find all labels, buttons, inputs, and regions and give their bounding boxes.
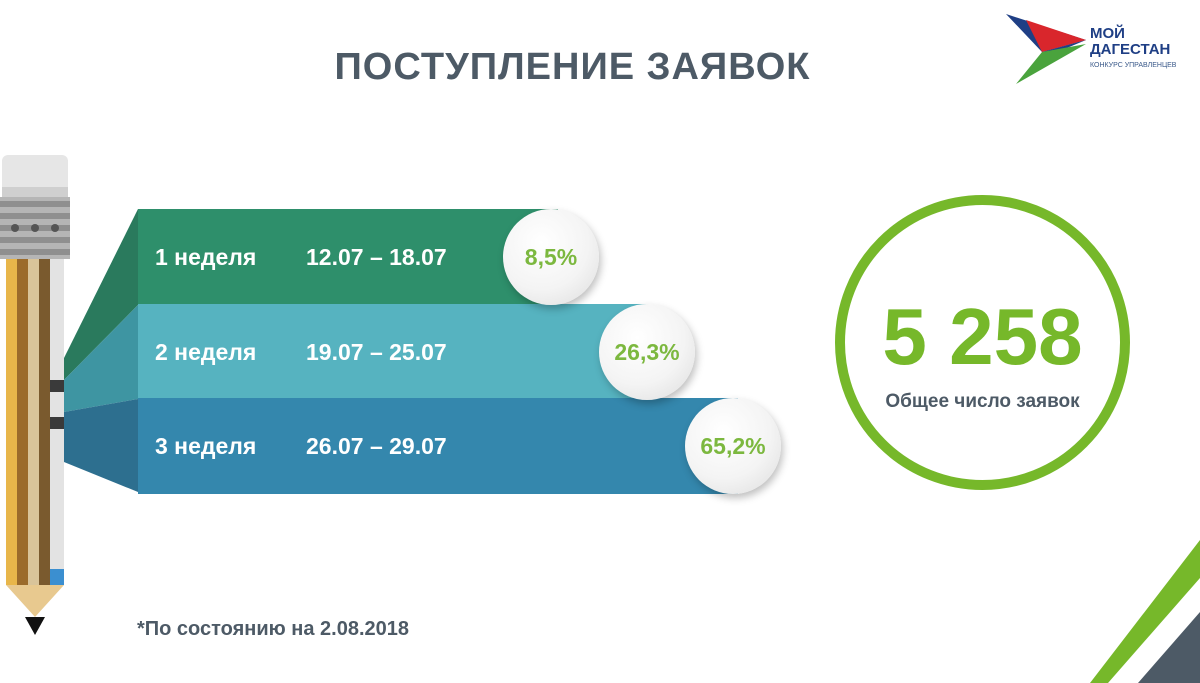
total-applications-ring: 5 258 Общее число заявок	[835, 195, 1130, 490]
share-badge-week-2: 26,3%	[599, 304, 695, 400]
pencil-icon	[0, 155, 70, 635]
week-dates: 19.07 – 25.07	[306, 339, 447, 365]
week-band-2: 2 неделя 19.07 – 25.07	[138, 304, 648, 400]
week-label: 2 неделя	[155, 339, 257, 365]
page-title: ПОСТУПЛЕНИЕ ЗАЯВОК	[334, 46, 811, 88]
week-band-1: 1 неделя 12.07 – 18.07	[138, 209, 558, 305]
corner-decoration	[1090, 540, 1200, 683]
week-label: 3 неделя	[155, 433, 257, 459]
logo-text-line2: ДАГЕСТАН	[1090, 41, 1171, 58]
logo: МОЙ ДАГЕСТАН КОНКУРС УПРАВЛЕНЦЕВ	[1002, 10, 1192, 90]
logo-arrow-icon	[1006, 14, 1086, 84]
week-band-3: 3 неделя 26.07 – 29.07	[138, 398, 738, 494]
week-dates: 26.07 – 29.07	[306, 433, 447, 459]
total-applications-value: 5 258	[882, 292, 1083, 381]
week-dates: 12.07 – 18.07	[306, 244, 447, 270]
logo-text-line1: МОЙ	[1090, 25, 1125, 42]
total-applications-label: Общее число заявок	[885, 391, 1080, 412]
share-badge-week-1: 8,5%	[503, 209, 599, 305]
footnote: *По состоянию на 2.08.2018	[137, 618, 410, 640]
funnel-connector	[64, 209, 138, 492]
week-label: 1 неделя	[155, 244, 257, 270]
share-badge-week-3: 65,2%	[685, 398, 781, 494]
logo-subtitle: КОНКУРС УПРАВЛЕНЦЕВ	[1090, 62, 1177, 69]
